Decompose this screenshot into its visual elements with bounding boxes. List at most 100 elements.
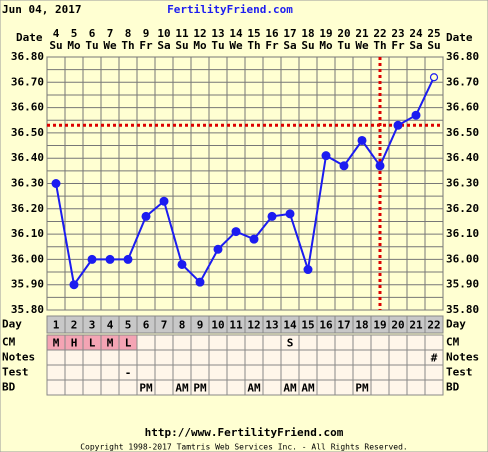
days-entry: 8 (179, 319, 186, 332)
row-label: Date (446, 31, 473, 44)
bd-entry: AM (175, 382, 189, 395)
table-cell (244, 349, 264, 366)
temperature-point (231, 227, 241, 237)
temperature-point (177, 259, 187, 269)
y2-tick-label: 36.80 (446, 50, 479, 63)
table-cell (406, 334, 426, 351)
table-cell (118, 379, 138, 396)
table-cell (100, 349, 120, 366)
date-label: 22 (373, 27, 386, 40)
date-label: 16 (265, 27, 279, 40)
date-label: 20 (337, 27, 350, 40)
table-cell (64, 379, 84, 396)
row-label: Date (16, 31, 43, 44)
weekday-label: Su (301, 39, 314, 52)
table-cell (172, 364, 192, 381)
y2-tick-label: 35.80 (446, 303, 479, 316)
table-cell (424, 315, 444, 334)
date-label: 4 (53, 27, 60, 40)
y-tick-label: 35.80 (11, 303, 44, 316)
cm-entry: L (125, 337, 132, 350)
weekday-label: We (229, 39, 243, 52)
days-entry: 4 (107, 319, 114, 332)
table-cell (280, 364, 300, 381)
table-cell (424, 379, 444, 396)
table-cell (118, 349, 138, 366)
table-cell (190, 364, 210, 381)
days-entry: 20 (391, 319, 404, 332)
temperature-point (87, 254, 97, 264)
weekday-label: Fr (391, 39, 405, 52)
table-cell (46, 349, 66, 366)
y-tick-label: 36.30 (11, 177, 44, 190)
weekday-label: Sa (409, 39, 422, 52)
table-cell (334, 364, 354, 381)
table-cell (406, 349, 426, 366)
date-label: 6 (89, 27, 96, 40)
notes-entry: # (431, 352, 438, 365)
days-entry: 9 (197, 319, 204, 332)
cm-entry: M (107, 337, 114, 350)
bd-entry: PM (355, 382, 369, 395)
days-entry: 3 (89, 319, 96, 332)
table-cell (334, 334, 354, 351)
table-cell (262, 349, 282, 366)
table-cell (136, 349, 156, 366)
table-cell (82, 349, 102, 366)
row-label: Test (446, 366, 473, 379)
temperature-point (123, 254, 133, 264)
weekday-label: Mo (67, 39, 81, 52)
table-cell (136, 334, 156, 351)
table-cell (208, 364, 228, 381)
weekday-label: We (103, 39, 117, 52)
table-cell (172, 334, 192, 351)
row-label: BD (2, 381, 16, 394)
site-link[interactable]: FertilityFriend.com (167, 3, 293, 16)
date-label: 15 (247, 27, 260, 40)
y-tick-label: 35.90 (11, 278, 44, 291)
y-tick-label: 36.00 (11, 252, 44, 265)
temperature-point (321, 151, 331, 161)
table-cell (208, 379, 228, 396)
temperature-point (69, 280, 79, 290)
days-entry: 17 (337, 319, 350, 332)
weekday-label: Sa (283, 39, 296, 52)
temperature-point (357, 135, 367, 145)
days-entry: 12 (247, 319, 260, 332)
temperature-point (303, 265, 313, 275)
footer-url[interactable]: http://www.FertilityFriend.com (145, 426, 344, 439)
table-cell (388, 334, 408, 351)
days-entry: 6 (143, 319, 150, 332)
table-cell (424, 364, 444, 381)
table-cell (226, 349, 246, 366)
table-cell (154, 379, 174, 396)
row-label: Day (446, 318, 466, 331)
days-entry: 21 (409, 319, 423, 332)
bd-entry: AM (301, 382, 315, 395)
weekday-label: Mo (193, 39, 207, 52)
temperature-point (105, 254, 115, 264)
table-cell (46, 379, 66, 396)
date-label: 23 (391, 27, 404, 40)
table-cell (334, 379, 354, 396)
table-cell (352, 364, 372, 381)
temperature-point (339, 161, 349, 171)
date-label: 21 (355, 27, 369, 40)
weekday-label: Su (427, 39, 440, 52)
date-label: 10 (157, 27, 170, 40)
date-label: 5 (71, 27, 78, 40)
table-cell (190, 334, 210, 351)
row-label: Test (2, 366, 29, 379)
table-cell (406, 379, 426, 396)
y2-tick-label: 35.90 (446, 278, 479, 291)
y2-tick-label: 36.70 (446, 75, 479, 88)
table-cell (154, 334, 174, 351)
temperature-point (213, 244, 223, 254)
table-cell (262, 379, 282, 396)
cm-entry: S (287, 337, 294, 350)
date-label: 8 (125, 27, 132, 40)
table-cell (82, 379, 102, 396)
temperature-point (141, 211, 151, 221)
date-label: 14 (229, 27, 243, 40)
y-tick-label: 36.60 (11, 101, 44, 114)
